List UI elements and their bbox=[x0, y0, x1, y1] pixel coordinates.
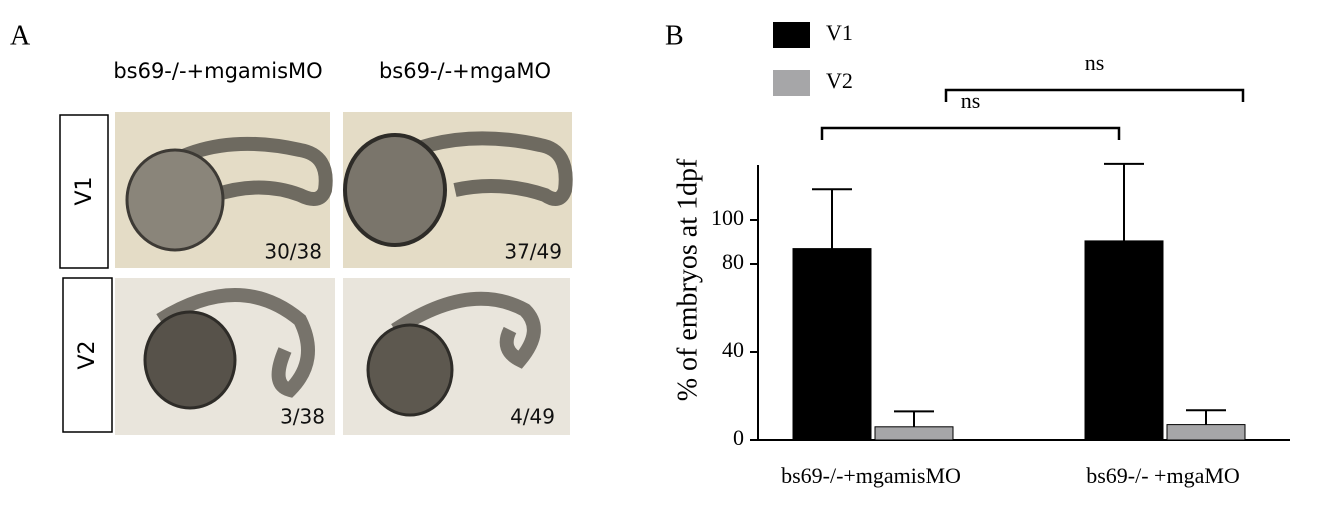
bar bbox=[792, 248, 872, 441]
legend-label: V1 bbox=[826, 20, 853, 45]
count: 37/49 bbox=[504, 240, 562, 264]
y-tick-label: 80 bbox=[722, 249, 744, 274]
y-tick-label: 100 bbox=[711, 205, 744, 230]
bar bbox=[874, 426, 954, 441]
row-label: V1 bbox=[72, 176, 97, 205]
count: 4/49 bbox=[510, 405, 555, 429]
count: 3/38 bbox=[280, 405, 325, 429]
legend-swatch bbox=[773, 70, 810, 96]
column-header: bs69-/-+mgaMO bbox=[379, 59, 551, 83]
embryo-image: 3/38 bbox=[115, 278, 335, 435]
significance-bracket bbox=[820, 126, 1121, 140]
panel-label: A bbox=[10, 20, 31, 51]
embryo-image: 37/49 bbox=[343, 112, 573, 268]
row-box bbox=[59, 114, 109, 269]
column-header: bs69-/-+mgamisMO bbox=[113, 59, 322, 83]
legend-label: V2 bbox=[826, 68, 853, 93]
y-tick-label: 0 bbox=[733, 425, 744, 450]
significance-label: ns bbox=[1085, 50, 1105, 75]
y-tick-label: 40 bbox=[722, 337, 744, 362]
x-tick-label: bs69-/- +mgaMO bbox=[1086, 463, 1240, 488]
embryo-image: 4/49 bbox=[343, 278, 570, 435]
x-tick-label: bs69-/-+mgamisMO bbox=[781, 463, 961, 488]
y-axis-title: % of embryos at 1dpf bbox=[672, 158, 703, 401]
row-box bbox=[62, 277, 113, 433]
legend-swatch bbox=[773, 22, 810, 48]
bar bbox=[1084, 240, 1164, 441]
row-label: V2 bbox=[75, 340, 100, 369]
panel-label: B bbox=[665, 20, 684, 51]
count: 30/38 bbox=[264, 240, 322, 264]
significance-label: ns bbox=[961, 88, 981, 113]
embryo-image: 30/38 bbox=[115, 112, 333, 268]
significance-bracket bbox=[944, 88, 1245, 102]
panel-b: B % of embryos at 1dpf 0 40 80 100 bs69-/-+m… bbox=[665, 20, 1290, 488]
bar bbox=[1166, 424, 1246, 441]
panel-a: A bs69-/-+mgamisMO bs69-/-+mgaMO V1 V2 3… bbox=[10, 20, 573, 435]
